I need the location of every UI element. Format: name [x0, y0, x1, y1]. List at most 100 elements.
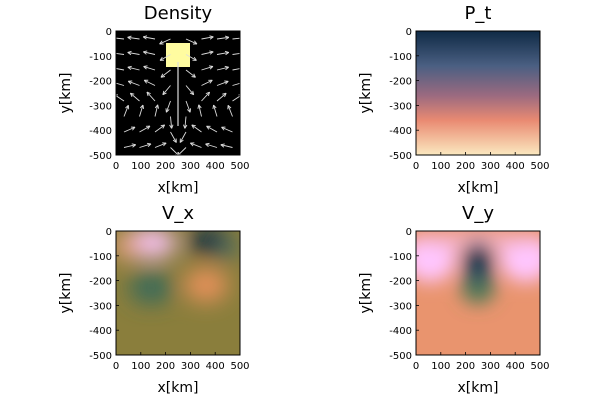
- quiver-arrowhead: [147, 125, 151, 130]
- quiver-arrowhead: [146, 91, 149, 97]
- quiver-arrow: [127, 51, 140, 55]
- quiver-arrowhead: [116, 94, 119, 96]
- quiver-arrowhead: [127, 36, 132, 40]
- quiver-arrow: [127, 36, 140, 40]
- quiver-arrowhead: [143, 79, 148, 84]
- y-axis-label: y[km]: [358, 73, 374, 114]
- y-tick-label: 0: [106, 227, 112, 238]
- panel-title: V_y: [462, 203, 494, 224]
- quiver-arrowhead: [127, 35, 132, 38]
- y-tick-label: -300: [89, 301, 112, 312]
- quiver-arrowhead: [127, 66, 132, 71]
- quiver-arrow: [205, 143, 218, 148]
- quiver-arrowhead: [194, 40, 198, 45]
- quiver-arrowhead: [172, 139, 177, 143]
- y-tick-label: -300: [389, 301, 412, 312]
- quiver-arrow: [154, 104, 159, 117]
- quiver-arrowhead: [127, 80, 132, 85]
- quiver-arrowhead: [193, 56, 197, 61]
- y-tick-label: 0: [406, 27, 412, 38]
- quiver-arrowhead: [238, 94, 240, 96]
- quiver-arrowhead: [143, 66, 147, 70]
- x-tick-label: 200: [456, 361, 475, 372]
- quiver-arrowhead: [191, 124, 196, 127]
- quiver-arrow: [139, 143, 152, 148]
- x-tick-label: 0: [113, 361, 119, 372]
- quiver-arrow: [123, 105, 129, 117]
- plot-frame: [115, 30, 241, 156]
- x-tick-label: 100: [131, 161, 150, 172]
- pt-field: [416, 31, 540, 155]
- quiver-arrow: [154, 142, 167, 148]
- x-tick-label: 200: [156, 361, 175, 372]
- quiver-arrowhead: [227, 105, 232, 109]
- y-tick-label: 0: [406, 227, 412, 238]
- x-tick-label: 500: [530, 161, 549, 172]
- y-tick-label: -500: [89, 151, 112, 162]
- quiver-arrow: [198, 104, 202, 117]
- quiver-arrow: [201, 79, 213, 86]
- panel-title: Density: [144, 3, 213, 24]
- quiver-arrow: [232, 53, 240, 55]
- quiver-arrowhead: [205, 91, 210, 95]
- quiver-arrow: [190, 142, 202, 148]
- x-tick-label: 500: [230, 161, 249, 172]
- quiver-arrowhead: [225, 66, 229, 71]
- x-tick-label: 200: [156, 161, 175, 172]
- quiver-arrow: [160, 69, 171, 78]
- quiver-arrow: [216, 92, 227, 102]
- quiver-arrowhead: [191, 76, 196, 78]
- quiver-arrow: [185, 69, 196, 78]
- quiver-arrowhead: [241, 82, 244, 85]
- quiver-arrowhead: [179, 139, 184, 143]
- quiver-arrowhead: [186, 109, 191, 113]
- quiver-arrowhead: [184, 124, 188, 129]
- quiver-arrow: [143, 65, 156, 71]
- quiver-arrowhead: [212, 104, 214, 110]
- quiver-arrow: [185, 85, 195, 95]
- quiver-arrowhead: [132, 126, 136, 131]
- y-tick-label: -100: [389, 252, 412, 263]
- y-tick-label: -400: [389, 326, 412, 337]
- quiver-arrow: [221, 126, 233, 133]
- quiver-arrowhead: [160, 73, 164, 78]
- panel-title: V_x: [162, 203, 194, 224]
- x-tick-label: 0: [413, 161, 419, 172]
- x-tick-label: 0: [413, 361, 419, 372]
- quiver-arrow: [143, 36, 156, 40]
- quiver-arrowhead: [157, 104, 160, 109]
- quiver-arrowhead: [206, 125, 210, 130]
- quiver-arrowhead: [197, 104, 200, 109]
- quiver-arrowhead: [240, 67, 244, 68]
- quiver-arrowhead: [224, 65, 229, 68]
- quiver-arrowhead: [159, 56, 163, 61]
- y-tick-label: -500: [389, 151, 412, 162]
- quiver-arrowhead: [224, 50, 229, 53]
- axis-ticks: 0 100 200 300 400 500 0 -100 -200 -300 -400 -500: [89, 27, 249, 172]
- quiver-arrowhead: [112, 36, 116, 37]
- quiver-arrow: [116, 95, 125, 102]
- quiver-arrowhead: [189, 92, 194, 96]
- quiver-arrow: [123, 126, 136, 133]
- vy-features: [416, 232, 540, 304]
- quiver-arrow: [130, 92, 140, 102]
- quiver-arrowhead: [116, 51, 117, 53]
- quiver-arrowhead: [241, 38, 244, 40]
- x-tick-label: 300: [481, 361, 500, 372]
- quiver-arrow: [185, 100, 191, 113]
- quiver-arrowhead: [143, 51, 147, 55]
- quiver-arrowhead: [146, 142, 152, 145]
- axis-ticks: 0 100 200 300 400 500 0 -100 -200 -300 -400 -500: [389, 227, 549, 372]
- y-tick-label: -500: [389, 351, 412, 362]
- y-tick-label: -100: [89, 252, 112, 263]
- quiver-arrowhead: [241, 68, 244, 70]
- quiver-arrowhead: [225, 80, 229, 85]
- axis-ticks: 0 100 200 300 400 500 0 -100 -200 -300 -400 -500: [89, 227, 249, 372]
- quiver-arrowhead: [112, 82, 115, 85]
- quiver-arrowhead: [160, 76, 165, 78]
- quiver-arrowhead: [129, 93, 133, 98]
- x-axis-label: x[km]: [158, 380, 199, 396]
- quiver-arrow: [216, 66, 229, 71]
- quiver-arrow: [216, 36, 229, 40]
- quiver-arrow: [116, 37, 125, 40]
